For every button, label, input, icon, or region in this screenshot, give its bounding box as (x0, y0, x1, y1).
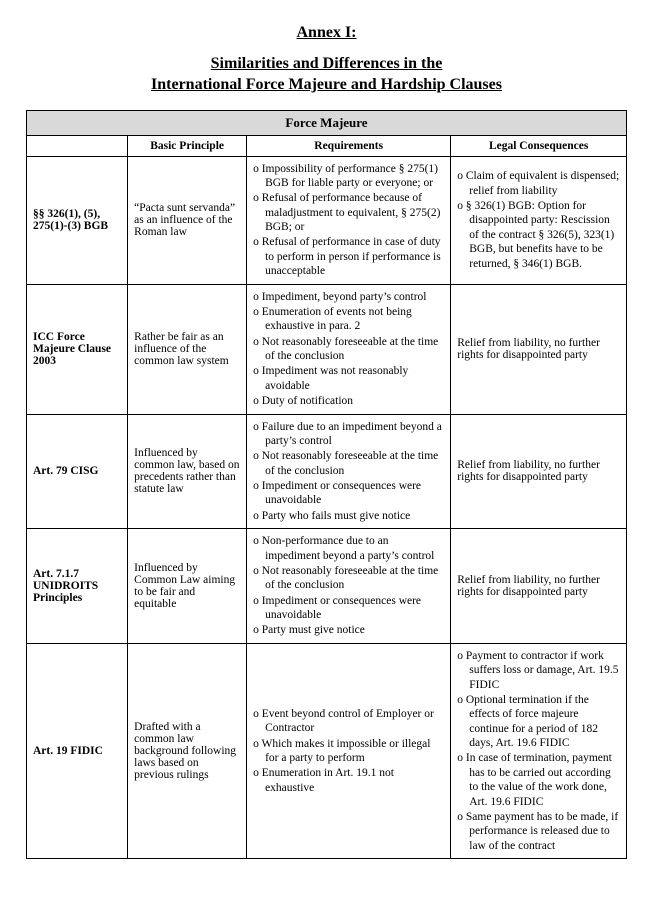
list-item: Not reasonably foreseeable at the time o… (253, 449, 444, 478)
row-requirements: Impediment, beyond party’s control Enume… (247, 284, 451, 414)
section-header-row: Force Majeure (27, 110, 627, 135)
list-item: Party who fails must give notice (253, 509, 444, 523)
row-label: §§ 326(1), (5), 275(1)-(3) BGB (27, 156, 128, 284)
list-item: In case of termination, payment has to b… (457, 751, 620, 809)
list-item: Refusal of performance because of maladj… (253, 191, 444, 234)
col-requirements: Requirements (247, 135, 451, 156)
list-item: Event beyond control of Employer or Cont… (253, 707, 444, 736)
annex-subtitle: Similarities and Differences in the Inte… (26, 54, 627, 96)
row-legal: Payment to contractor if work suffers lo… (451, 643, 627, 858)
list-item: Enumeration of events not being exhausti… (253, 305, 444, 334)
row-principle: Rather be fair as an influence of the co… (128, 284, 247, 414)
col-blank (27, 135, 128, 156)
list-item: Impediment or consequences were unavoida… (253, 594, 444, 623)
list-item: Impediment or consequences were unavoida… (253, 479, 444, 508)
row-principle: Influenced by Common Law aiming to be fa… (128, 529, 247, 644)
col-principle: Basic Principle (128, 135, 247, 156)
list-item: Claim of equivalent is dispensed; relief… (457, 169, 620, 198)
list-item: Party must give notice (253, 623, 444, 637)
row-principle: “Pacta sunt servanda” as an influence of… (128, 156, 247, 284)
column-header-row: Basic Principle Requirements Legal Conse… (27, 135, 627, 156)
list-item: Impediment, beyond party’s control (253, 290, 444, 304)
table-row: Art. 19 FIDIC Drafted with a common law … (27, 643, 627, 858)
row-legal: Claim of equivalent is dispensed; relief… (451, 156, 627, 284)
row-label: ICC Force Majeure Clause 2003 (27, 284, 128, 414)
subtitle-line-1: Similarities and Differences in the (211, 55, 443, 72)
list-item: Refusal of performance in case of duty t… (253, 235, 444, 278)
col-legal: Legal Consequences (451, 135, 627, 156)
row-legal: Relief from liability, no further rights… (451, 414, 627, 529)
list-item: Not reasonably foreseeable at the time o… (253, 564, 444, 593)
row-label: Art. 7.1.7 UNIDROITS Principles (27, 529, 128, 644)
subtitle-line-2: International Force Majeure and Hardship… (151, 76, 502, 93)
row-label: Art. 79 CISG (27, 414, 128, 529)
list-item: Failure due to an impediment beyond a pa… (253, 420, 444, 449)
list-item: Payment to contractor if work suffers lo… (457, 649, 620, 692)
list-item: Same payment has to be made, if performa… (457, 810, 620, 853)
row-principle: Influenced by common law, based on prece… (128, 414, 247, 529)
row-requirements: Non-performance due to an impediment bey… (247, 529, 451, 644)
row-legal: Relief from liability, no further rights… (451, 529, 627, 644)
list-item: Not reasonably foreseeable at the time o… (253, 335, 444, 364)
list-item: Impediment was not reasonably avoidable (253, 364, 444, 393)
row-principle: Drafted with a common law background fol… (128, 643, 247, 858)
table-row: Art. 79 CISG Influenced by common law, b… (27, 414, 627, 529)
list-item: Enumeration in Art. 19.1 not exhaustive (253, 766, 444, 795)
row-requirements: Failure due to an impediment beyond a pa… (247, 414, 451, 529)
table-row: Art. 7.1.7 UNIDROITS Principles Influenc… (27, 529, 627, 644)
section-header: Force Majeure (27, 110, 627, 135)
list-item: Impossibility of performance § 275(1) BG… (253, 162, 444, 191)
table-row: §§ 326(1), (5), 275(1)-(3) BGB “Pacta su… (27, 156, 627, 284)
list-item: Duty of notification (253, 394, 444, 408)
list-item: § 326(1) BGB: Option for disappointed pa… (457, 199, 620, 271)
list-item: Non-performance due to an impediment bey… (253, 534, 444, 563)
force-majeure-table: Force Majeure Basic Principle Requiremen… (26, 110, 627, 860)
row-requirements: Impossibility of performance § 275(1) BG… (247, 156, 451, 284)
table-row: ICC Force Majeure Clause 2003 Rather be … (27, 284, 627, 414)
list-item: Which makes it impossible or illegal for… (253, 737, 444, 766)
row-requirements: Event beyond control of Employer or Cont… (247, 643, 451, 858)
row-legal: Relief from liability, no further rights… (451, 284, 627, 414)
list-item: Optional termination if the effects of f… (457, 693, 620, 751)
annex-title: Annex I: (26, 24, 627, 42)
row-label: Art. 19 FIDIC (27, 643, 128, 858)
